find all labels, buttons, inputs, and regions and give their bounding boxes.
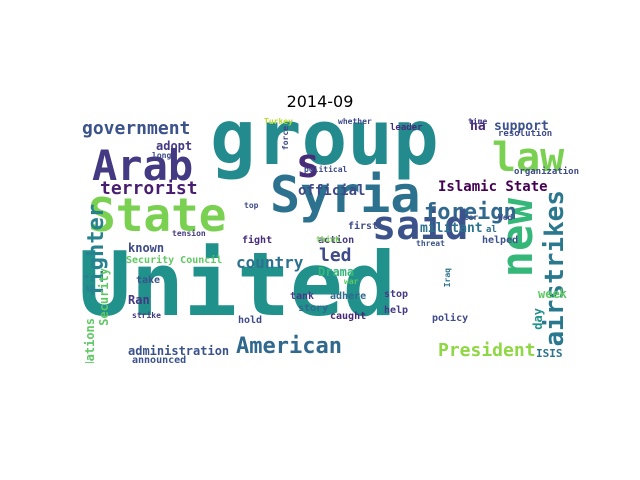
word-whether: whether — [338, 118, 372, 126]
word-helped: helped — [482, 235, 519, 246]
word-action: action — [318, 235, 355, 246]
word-think: think — [316, 235, 341, 244]
word-arab: Arab — [92, 141, 194, 190]
word-war: war — [344, 277, 359, 286]
word-group: group — [210, 118, 439, 182]
word-al: al — [486, 225, 497, 235]
word-cloud: United group State Syria said Arab new l… — [80, 118, 579, 363]
word-state: State — [88, 188, 227, 242]
word-force: force — [281, 126, 290, 151]
word-security: Security — [97, 268, 111, 326]
word-resolution: resolution — [498, 129, 553, 139]
word-turkey: Turkey — [264, 118, 293, 126]
word-ran: Ran — [128, 293, 150, 307]
word-organization: organization — [514, 167, 579, 177]
word-official: official — [298, 183, 366, 199]
word-iraq: Iraq — [443, 268, 452, 288]
figure-title: 2014-09 — [286, 92, 354, 111]
word-support: support — [494, 119, 549, 134]
word-announced: announced — [132, 355, 187, 364]
word-drama: Drama — [318, 265, 355, 279]
word-country: country — [236, 253, 304, 272]
word-time: time — [468, 118, 488, 126]
word-strike: strike — [132, 311, 161, 320]
word-known: known — [128, 241, 165, 255]
word-president: President — [438, 340, 536, 361]
word-security-council: Security Council — [126, 255, 223, 266]
word-hold: hold — [238, 315, 263, 326]
word-tank: tank — [290, 291, 315, 302]
word-long: long — [152, 151, 172, 160]
word-take: take — [136, 275, 161, 286]
word-law: law — [492, 135, 565, 181]
word-nations: Nations — [83, 318, 97, 363]
word-wed: Wed — [498, 213, 513, 222]
word-threat: threat — [416, 239, 445, 248]
word-help: help — [384, 305, 409, 316]
word-led: led — [319, 245, 352, 266]
word-administration: administration — [128, 344, 230, 358]
word-airstrikes: airstrikes — [540, 190, 570, 347]
word-ha: ha — [470, 119, 486, 134]
word-s: s — [296, 141, 321, 187]
word-political: political — [304, 165, 348, 174]
word-syria: Syria — [270, 166, 421, 224]
word-militant: militant — [420, 221, 483, 236]
word-united: United — [80, 233, 396, 336]
word-government: government — [82, 118, 191, 139]
word-said: said — [372, 203, 469, 249]
word-foreign: foreign — [424, 200, 517, 225]
word-adopt: adopt — [156, 139, 193, 153]
word-adhere: adhere — [330, 291, 367, 302]
word-stop: stop — [384, 289, 409, 300]
word-day: day — [531, 308, 545, 330]
word-isis: ISIS — [536, 347, 563, 360]
word-islamic-state: Islamic State — [438, 179, 548, 195]
word-leader: leader — [390, 123, 423, 133]
word-american: American — [236, 334, 342, 359]
word-top: top — [244, 201, 259, 210]
word-story: story — [298, 303, 329, 314]
word-policy: policy — [432, 313, 469, 324]
word-later: Later — [454, 213, 479, 222]
word-first: first — [348, 221, 379, 232]
word-fight: fight — [242, 235, 273, 246]
word-caught: caught — [330, 311, 367, 322]
word-terrorist: terrorist — [100, 178, 198, 199]
word-week: week — [538, 287, 567, 301]
word-tension: tension — [172, 229, 206, 238]
